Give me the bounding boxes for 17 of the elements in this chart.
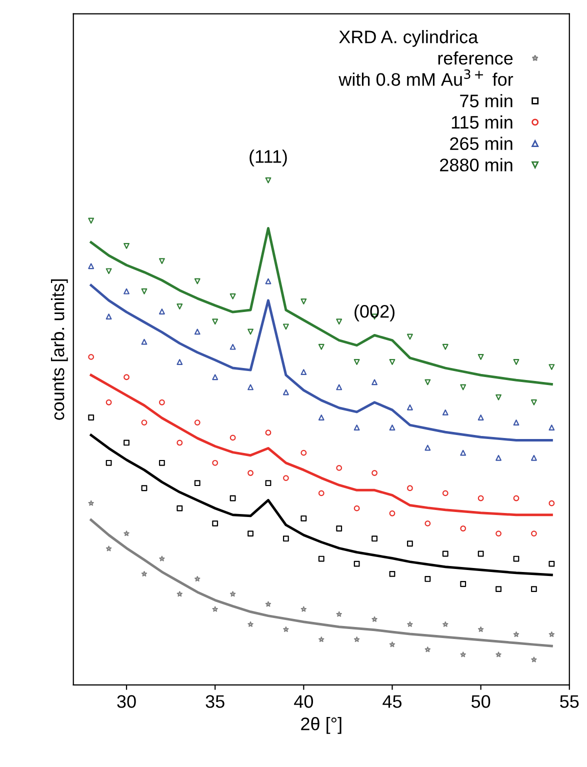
x-tick-label: 50 [471,695,490,708]
x-tick-label: 40 [294,695,314,708]
annotation: (111) [250,150,287,166]
text: with 0.8 mM Au$^{3+}$ for [338,69,514,86]
x-tick-label: 35 [206,695,224,708]
x-axis-title: 2θ [°] [301,717,342,734]
legend-label: 115 min [452,115,512,129]
x-tick-label: 30 [117,695,136,708]
x-tick-label: 45 [382,695,402,708]
legend-label: 75 min [460,94,512,108]
x-tick-label: 55 [560,695,579,708]
legend-title: XRD A. cylindrica [339,30,478,47]
legend-label: 265 min [450,136,512,150]
legend-label: 2880 min [440,158,512,172]
legend-label: reference [438,51,513,65]
annotation: (002) [354,304,394,322]
y-axis-title: counts [arb. units] [50,279,68,420]
